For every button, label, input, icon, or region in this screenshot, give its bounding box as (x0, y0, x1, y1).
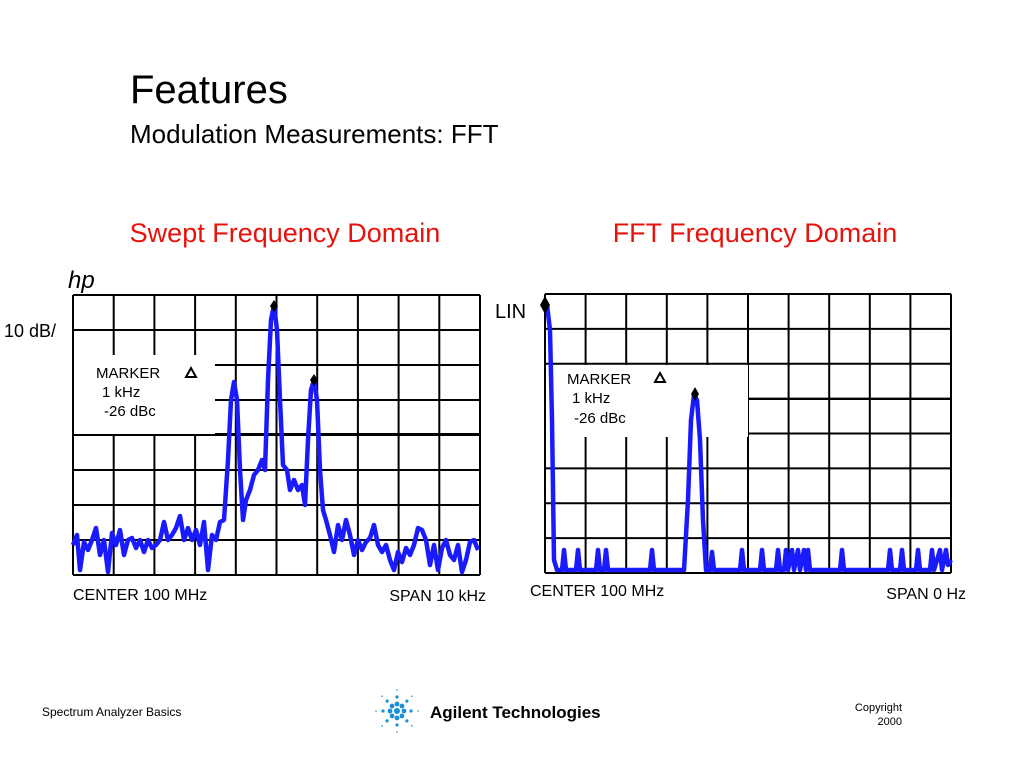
logo-dot (405, 719, 409, 723)
logo-dot (381, 695, 383, 697)
span-label: SPAN 0 Hz (886, 586, 966, 603)
trace (544, 304, 953, 573)
panel-heading: FFT Frequency Domain (613, 218, 898, 248)
scale-label: 10 dB/ (4, 321, 56, 341)
logo-dot (394, 708, 400, 714)
logo-dot (411, 725, 413, 727)
title: Features (130, 68, 288, 112)
span-label: SPAN 10 kHz (389, 588, 486, 605)
marker-symbol (270, 300, 278, 312)
logo-dot (375, 710, 377, 712)
panel-heading: Swept Frequency Domain (130, 218, 441, 248)
hp-logo: hp (68, 267, 95, 294)
marker-symbol (310, 374, 318, 386)
logo-dot (389, 713, 395, 719)
logo-dot (399, 713, 405, 719)
copyright-year: 2000 (878, 716, 902, 728)
marker-level: -26 dBc (104, 403, 156, 420)
logo-dot (385, 719, 389, 723)
logo-dot (381, 725, 383, 727)
logo-dot (399, 703, 405, 709)
scale-label: LIN (495, 301, 526, 323)
logo-dot (381, 709, 385, 713)
brand: Agilent Technologies (430, 703, 601, 722)
copyright: Copyright (855, 702, 902, 714)
marker-box (546, 365, 748, 437)
marker-frequency: 1 kHz (102, 384, 140, 401)
marker-frequency: 1 kHz (572, 390, 610, 407)
logo-dot (385, 699, 389, 703)
logo-dot (395, 695, 399, 699)
logo-dot (389, 703, 395, 709)
footer-left: Spectrum Analyzer Basics (42, 705, 181, 719)
logo-dot (417, 710, 419, 712)
marker-label: MARKER (96, 365, 160, 382)
delta-icon (653, 370, 667, 383)
logo-dot (387, 708, 393, 714)
agilent-logo (375, 689, 419, 733)
logo-dot (401, 708, 407, 714)
logo-dot (396, 689, 398, 691)
delta-icon (184, 365, 198, 378)
logo-dot (411, 695, 413, 697)
marker-level: -26 dBc (574, 410, 626, 427)
logo-dot (394, 715, 400, 721)
marker-symbol (691, 387, 699, 401)
logo-dot (396, 731, 398, 733)
logo-dot (394, 701, 400, 707)
logo-dot (405, 699, 409, 703)
center-label: CENTER 100 MHz (73, 587, 207, 604)
marker-symbol (540, 296, 550, 314)
trace (70, 302, 481, 575)
logo-dot (395, 723, 399, 727)
marker-label: MARKER (567, 371, 631, 388)
center-label: CENTER 100 MHz (530, 583, 664, 600)
subtitle: Modulation Measurements: FFT (130, 119, 499, 149)
logo-dot (409, 709, 413, 713)
